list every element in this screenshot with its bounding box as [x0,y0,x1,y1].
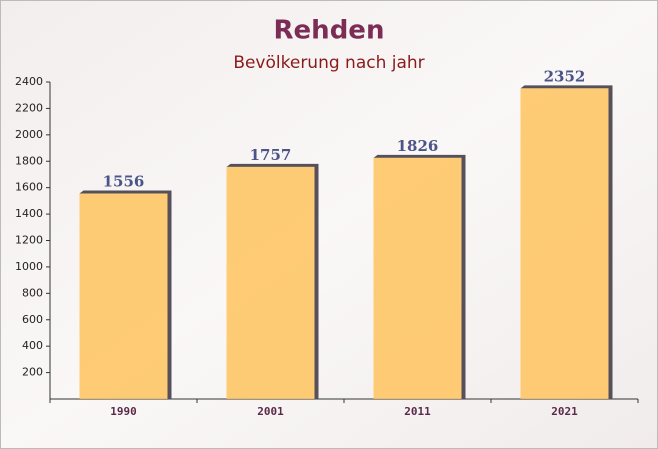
y-tick-label: 600 [22,313,43,326]
value-label: 1556 [103,172,145,190]
bar [226,166,315,399]
y-tick-label: 1800 [15,154,43,167]
y-tick-label: 2400 [15,75,43,88]
y-tick-label: 400 [22,339,43,352]
bar [373,157,462,399]
y-tick-label: 2200 [15,101,43,114]
x-tick-label: 2021 [551,405,578,418]
chart-title: Rehden [274,16,385,46]
value-label: 1826 [397,137,439,155]
x-tick-label: 1990 [110,405,137,418]
x-tick-label: 2011 [404,405,431,418]
chart-subtitle: Bevölkerung nach jahr [233,53,424,73]
value-label: 1757 [250,146,292,164]
y-tick-label: 1200 [15,234,43,247]
y-tick-label: 1000 [15,260,43,273]
y-tick-label: 200 [22,366,43,379]
value-label: 2352 [544,67,586,85]
x-tick-label: 2001 [257,405,284,418]
y-tick-label: 800 [22,286,43,299]
y-tick-label: 1600 [15,181,43,194]
bar [520,88,609,399]
y-tick-label: 1400 [15,207,43,220]
y-tick-label: 2000 [15,128,43,141]
bar [79,193,168,399]
